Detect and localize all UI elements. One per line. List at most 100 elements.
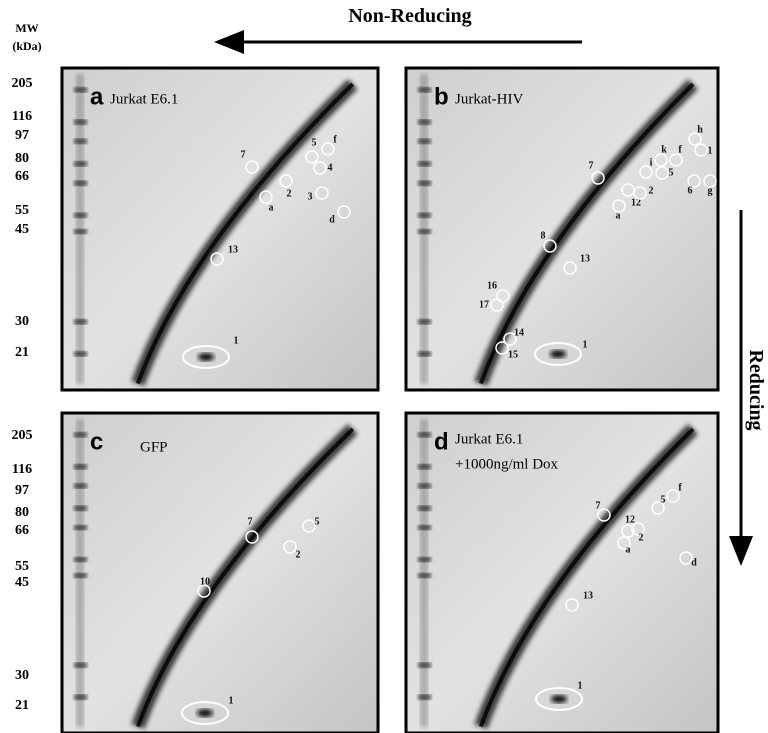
ladder-band [418, 525, 431, 530]
spot-ring [535, 687, 583, 711]
ladder-band [418, 557, 431, 562]
panel-title: +1000ng/ml Dox [455, 456, 559, 472]
spot-ring [302, 519, 316, 533]
arrow-head [729, 536, 753, 566]
ladder-band [418, 351, 431, 357]
spot-ring [612, 199, 626, 213]
panel-title: GFP [140, 439, 168, 455]
non-reducing-label: Non-Reducing [348, 5, 471, 27]
mw-tick-label: 66 [15, 169, 29, 184]
spot-label: 12 [625, 514, 635, 525]
spot-label: 6 [688, 185, 693, 196]
mw-tick-label: 116 [12, 109, 32, 124]
spot-label: 2 [296, 549, 301, 560]
spot-ring [283, 540, 297, 554]
ladder-band [418, 119, 431, 125]
mw-tick-label: 116 [12, 462, 32, 477]
mw-label: MW [15, 21, 38, 35]
spot-ring [305, 150, 319, 164]
ladder-band [418, 212, 431, 218]
panel-letter: d [434, 428, 449, 455]
spot-ring [688, 132, 702, 146]
spot-ring [279, 174, 293, 188]
gel-border [60, 411, 380, 733]
ladder-band [74, 432, 87, 438]
ladder-band [418, 161, 431, 167]
ladder-band [74, 87, 87, 93]
spot-ring [617, 536, 631, 550]
spot-label: 13 [228, 244, 238, 255]
spot-ring [639, 165, 653, 179]
ladder-band [418, 319, 431, 325]
ladder-band [74, 662, 87, 668]
ladder-band [74, 573, 87, 578]
spot-ring [495, 341, 509, 355]
spot-label: 17 [479, 299, 489, 310]
mw-tick-label: 205 [12, 76, 33, 91]
panel-title: Jurkat E6.1 [455, 431, 523, 447]
spot-ring [591, 171, 605, 185]
ladder-band [74, 229, 87, 234]
gel-border [404, 66, 720, 392]
spot-label: a [616, 210, 621, 221]
spot-label: 1 [229, 695, 234, 706]
spot-ring [666, 489, 680, 503]
ladder-band [418, 694, 431, 700]
spot-dark [198, 353, 214, 361]
spot-label: h [697, 124, 703, 135]
ladder-band [74, 505, 87, 511]
spot-label: 7 [241, 149, 246, 160]
spot-ring [669, 153, 683, 167]
panel-title: Jurkat-HIV [455, 91, 523, 107]
spot-label: a [626, 544, 631, 555]
mw-tick-label: 80 [15, 505, 29, 520]
ladder-band [418, 464, 431, 470]
spot-label: 13 [580, 253, 590, 264]
spot-label: d [329, 214, 335, 225]
spot-label: 2 [287, 188, 292, 199]
mw-tick-label: 205 [12, 428, 33, 443]
spot-label: 5 [312, 137, 317, 148]
gel-panel: c GFP 7 5 2 10 1 [60, 411, 380, 733]
spot-label: i [650, 157, 653, 168]
spot-ring [337, 205, 351, 219]
spot-ring [490, 298, 504, 312]
spot-label: 4 [328, 162, 333, 173]
mw-tick-label: 21 [15, 698, 29, 713]
ladder-band [74, 138, 87, 144]
ladder-band [418, 573, 431, 578]
mw-tick-label: 97 [15, 128, 29, 143]
spot-label: a [269, 202, 274, 213]
spot-ring [534, 342, 582, 366]
spot-dark [551, 695, 567, 703]
mw-tick-label: 55 [15, 559, 29, 574]
spot-label: f [333, 134, 337, 145]
spot-label: 3 [308, 191, 313, 202]
spot-ring [197, 584, 211, 598]
ladder-band [418, 138, 431, 144]
mw-tick-label: 30 [15, 668, 29, 683]
spot-label: f [678, 144, 682, 155]
spot-label: 2 [639, 532, 644, 543]
spot-label: 7 [589, 160, 594, 171]
ladder-band [74, 119, 87, 125]
spot-ring [259, 190, 273, 204]
spot-label: 10 [200, 576, 210, 587]
spot-ring [245, 530, 259, 544]
spot-ring [651, 501, 665, 515]
ladder-band [418, 662, 431, 668]
spot-ring [313, 161, 327, 175]
ladder-band [74, 483, 87, 489]
gel-panel: a Jurkat E6.1 7 5 f 4 2 a 3 d 13 1 [60, 66, 380, 392]
ladder-band [74, 464, 87, 470]
spot-label: 13 [583, 590, 593, 601]
spot-ring [679, 551, 693, 565]
spot-ring [621, 524, 635, 538]
spot-dark [197, 709, 213, 717]
spot-label: 5 [315, 516, 320, 527]
panel-letter: c [90, 428, 103, 455]
spot-label: 5 [661, 494, 666, 505]
spot-label: 1 [234, 335, 239, 346]
mw-tick-label: 45 [15, 575, 29, 590]
